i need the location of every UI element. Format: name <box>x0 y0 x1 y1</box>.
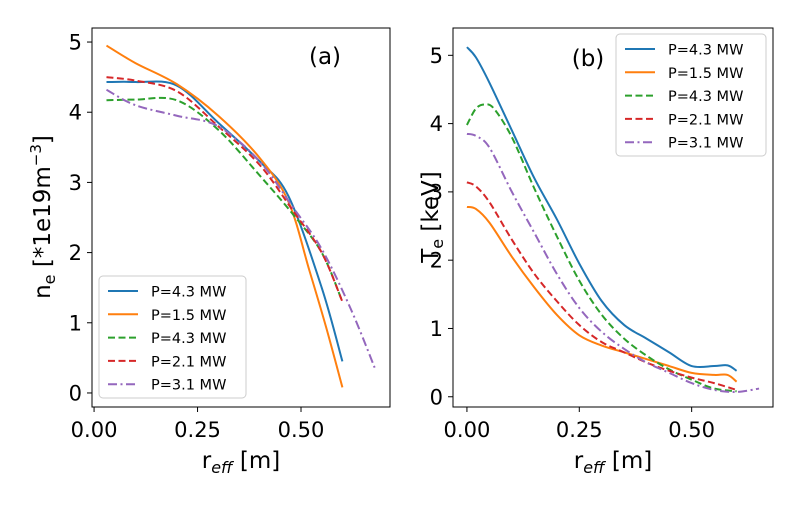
x-axis-label: reff [m] <box>574 448 653 477</box>
y-tick-label: 0 <box>430 385 443 409</box>
x-tick-label: 0.00 <box>444 418 491 442</box>
legend-entry: P=1.5 MW <box>151 308 226 324</box>
y-tick-label: 5 <box>430 44 443 68</box>
y-tick-label: 1 <box>69 311 82 335</box>
panel-label: (b) <box>572 46 605 72</box>
legend-entry: P=2.1 MW <box>151 354 226 370</box>
axes-frame <box>452 27 774 408</box>
x-tick-label: 0.50 <box>278 418 325 442</box>
y-tick-label: 4 <box>69 101 82 125</box>
legend-entry: P=3.1 MW <box>668 136 743 152</box>
panel-b: 0.00 0.25 0.50 0 1 2 3 4 5 reff [m] Te [keV] (b) P=4… <box>418 27 774 477</box>
series-line-5 <box>466 132 760 394</box>
series-line-4 <box>106 76 344 303</box>
legend-entry: P=4.3 MW <box>668 89 743 105</box>
series-line-1 <box>466 46 738 372</box>
y-tick-label: 3 <box>69 171 82 195</box>
y-axis-label: ne [*1e19m−3] <box>27 135 59 299</box>
y-axis-label: Te [keV] <box>418 171 447 264</box>
y-tick-label: 3 <box>430 180 443 204</box>
legend-entry: P=3.1 MW <box>151 378 226 394</box>
x-axis-label: reff [m] <box>202 448 281 477</box>
legend: P=4.3 MW P=1.5 MW P=4.3 MW P=2.1 MW P=3.1 MW <box>98 275 247 399</box>
y-tick-label: 4 <box>430 112 443 136</box>
panel-a: 0.00 0.25 0.50 0 1 2 3 4 5 reff [m] ne [*1e19m−3] (… <box>27 27 391 477</box>
legend-entry: P=1.5 MW <box>668 66 743 82</box>
x-tick-label: 0.25 <box>556 418 603 442</box>
legend-entry: P=2.1 MW <box>668 112 743 128</box>
y-tick-label: 2 <box>69 241 82 265</box>
y-tick-label: 1 <box>430 317 443 341</box>
y-tick-label: 5 <box>69 31 82 55</box>
legend-entry: P=4.3 MW <box>668 43 743 59</box>
y-tick-label: 0 <box>69 381 82 405</box>
series-line-2 <box>105 44 344 388</box>
y-tick-label: 2 <box>430 249 443 273</box>
panel-label: (a) <box>309 44 341 70</box>
x-tick-label: 0.00 <box>71 418 118 442</box>
series-line-3 <box>466 103 737 393</box>
x-tick-label: 0.25 <box>174 418 221 442</box>
legend-frame <box>615 33 767 157</box>
series-line-4 <box>466 181 737 391</box>
legend-frame <box>98 275 247 399</box>
series-line-2 <box>466 205 738 383</box>
legend-entry: P=4.3 MW <box>151 285 226 301</box>
x-tick-label: 0.50 <box>668 418 715 442</box>
legend-entry: P=4.3 MW <box>151 331 226 347</box>
legend: P=4.3 MW P=1.5 MW P=4.3 MW P=2.1 MW P=3.1 MW <box>615 33 767 157</box>
axes-frame <box>91 27 391 408</box>
